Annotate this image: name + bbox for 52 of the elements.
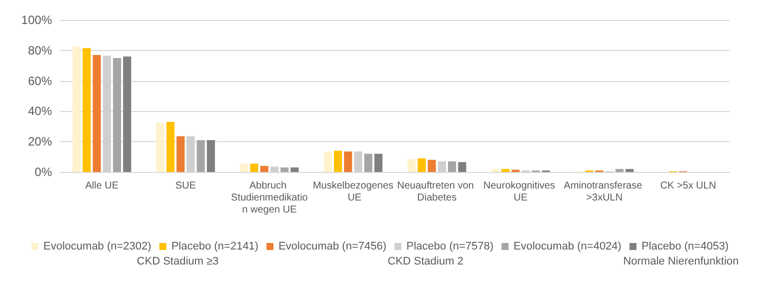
bar xyxy=(290,167,299,172)
bar xyxy=(344,151,352,172)
x-tick-label: Muskelbezogenes UE xyxy=(312,180,394,204)
x-tick-label: Aminotransferase >3xULN xyxy=(564,180,645,204)
y-tick-label: 20% xyxy=(28,134,52,149)
x-tick-label: SUE xyxy=(175,180,196,192)
x-tick-label: Abbruch Studienmedikation wegen UE xyxy=(231,180,308,216)
bar xyxy=(334,150,342,172)
bar xyxy=(82,48,91,172)
bar xyxy=(418,158,426,172)
y-tick-label: 40% xyxy=(28,104,52,118)
bar xyxy=(280,167,289,172)
legend-label: Evolocumab (n=4024) xyxy=(514,240,622,252)
bar xyxy=(206,140,215,172)
bar xyxy=(491,168,500,172)
bar xyxy=(408,159,416,172)
bar xyxy=(324,151,332,172)
x-tick-label: Alle UE xyxy=(85,180,119,192)
text: CKD Stadium ≥3 xyxy=(136,256,219,268)
x-tick-label: Neurokognitives UE xyxy=(483,180,558,204)
bar xyxy=(72,46,81,172)
bar xyxy=(458,162,466,172)
legend-label: Evolocumab (n=2302) xyxy=(43,240,152,252)
bar xyxy=(374,154,382,172)
x-tick-label: Neuauftreten von Diabetes xyxy=(397,180,477,204)
bar xyxy=(92,54,101,172)
bar xyxy=(123,56,132,172)
bar xyxy=(615,168,624,172)
bar xyxy=(196,140,205,172)
legend-label: Placebo (n=7578) xyxy=(406,240,494,252)
text: CKD Stadium 2 xyxy=(388,256,464,268)
bar xyxy=(260,166,268,172)
y-tick-label: 80% xyxy=(28,43,52,58)
bar xyxy=(112,58,122,172)
bar xyxy=(176,136,185,172)
legend-label: Placebo (n=2141) xyxy=(171,240,258,252)
bar xyxy=(626,168,634,172)
y-tick-label: 100% xyxy=(21,13,52,27)
bar xyxy=(156,122,164,172)
legend-label: Placebo (n=4053) xyxy=(641,240,729,252)
bar xyxy=(428,160,436,172)
x-tick-label: CK >5x ULN xyxy=(660,180,716,192)
legend-label: Evolocumab (n=7456) xyxy=(278,240,386,252)
bar xyxy=(364,154,372,172)
bar xyxy=(250,164,258,172)
bar xyxy=(166,122,175,172)
bar xyxy=(448,161,456,172)
text: Normale Nierenfunktion xyxy=(623,256,739,268)
y-tick-label: 60% xyxy=(28,74,52,88)
bar xyxy=(240,164,248,172)
bar xyxy=(501,168,510,172)
y-tick-label: 0% xyxy=(34,165,52,179)
